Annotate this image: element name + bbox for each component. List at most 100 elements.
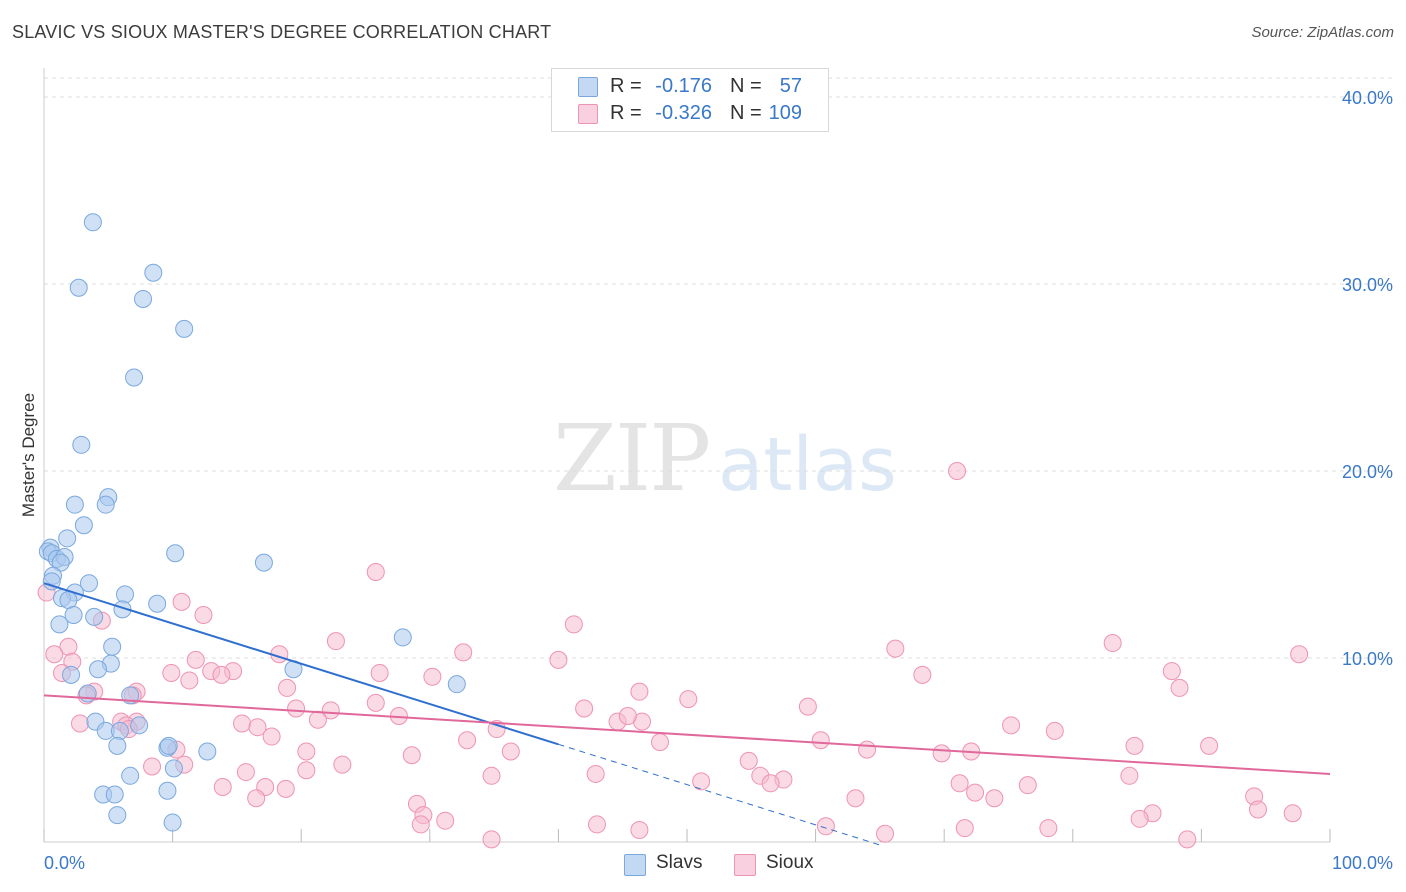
legend-n-label: N =: [730, 75, 762, 97]
sioux-point: [650, 733, 669, 752]
sioux-point: [162, 663, 181, 682]
sioux-point: [816, 817, 835, 836]
chart-title: SLAVIC VS SIOUX MASTER'S DEGREE CORRELAT…: [12, 22, 552, 42]
sioux-point: [233, 714, 252, 733]
slavs-swatch: [578, 77, 598, 97]
y-axis-label: Master's Degree: [19, 393, 38, 517]
legend-n-label: N =: [730, 102, 762, 124]
sioux-point: [71, 714, 90, 733]
sioux-point: [1290, 645, 1309, 664]
slavs-point: [89, 660, 108, 679]
slavs-point: [113, 600, 132, 619]
sioux-point: [1103, 634, 1122, 653]
sioux-point: [564, 615, 583, 634]
sioux-point: [402, 746, 421, 765]
sioux-point: [297, 742, 316, 761]
sioux-point: [172, 592, 191, 611]
slavs-point: [58, 529, 77, 548]
sioux-point: [411, 815, 430, 834]
sioux-point: [858, 740, 877, 759]
sioux-point: [1200, 736, 1219, 755]
slavs-point: [85, 607, 104, 626]
sioux-point: [679, 690, 698, 709]
sioux-point: [501, 742, 520, 761]
sioux-point: [1283, 804, 1302, 823]
slavs-point: [125, 368, 144, 387]
sioux-point: [366, 562, 385, 581]
sioux-point: [248, 718, 267, 737]
slavs-point: [158, 781, 177, 800]
slavs-point: [103, 637, 122, 656]
slavs-point: [148, 594, 167, 613]
slavs-point: [50, 615, 69, 634]
sioux-point: [586, 764, 605, 783]
sioux-point: [423, 667, 442, 686]
legend-r-label: R =: [610, 75, 642, 97]
slavs-point: [166, 544, 185, 563]
slavs-point: [80, 574, 99, 593]
y-tick-label: 40.0%: [1342, 88, 1393, 108]
slavs-point: [447, 675, 466, 694]
slavs-point: [65, 495, 84, 514]
sioux-point: [1120, 766, 1139, 785]
sioux-point: [630, 682, 649, 701]
sioux-point: [366, 693, 385, 712]
sioux-point: [761, 774, 780, 793]
slavs-point: [105, 785, 124, 804]
y-tick-label: 30.0%: [1342, 275, 1393, 295]
slavs-point: [62, 665, 81, 684]
sioux-point: [932, 744, 951, 763]
sioux-point: [326, 632, 345, 651]
slavs-point: [108, 736, 127, 755]
slavs-point: [198, 742, 217, 761]
sioux-point: [308, 710, 327, 729]
sioux-point: [1178, 830, 1197, 849]
sioux-point: [436, 811, 455, 830]
sioux-point: [798, 697, 817, 716]
legend-r-label: R =: [610, 102, 642, 124]
legend-n-value: 57: [779, 75, 802, 97]
sioux-point: [549, 650, 568, 669]
sioux-point: [886, 639, 905, 658]
slavs-point: [116, 585, 135, 604]
slavs-trend-line: [43, 582, 559, 746]
sioux-point: [370, 663, 389, 682]
sioux-point: [482, 830, 501, 849]
sioux-point: [333, 755, 352, 774]
sioux-point: [236, 763, 255, 782]
sioux-point: [262, 727, 281, 746]
sioux-point: [630, 821, 649, 840]
sioux-point: [1002, 716, 1021, 735]
slavs-point: [159, 736, 178, 755]
sioux-point: [143, 757, 162, 776]
sioux-point: [194, 605, 213, 624]
legend-r-value: -0.176: [655, 75, 712, 97]
sioux-point: [618, 706, 637, 725]
source-label: Source: ZipAtlas.com: [1251, 24, 1394, 41]
sioux-point: [846, 789, 865, 808]
sioux-point: [1018, 776, 1037, 795]
sioux-point: [1248, 800, 1267, 819]
sioux-point: [458, 731, 477, 750]
sioux-point: [575, 699, 594, 718]
sioux-point: [212, 665, 231, 684]
sioux-point: [487, 720, 506, 739]
sioux-legend-label: Sioux: [766, 852, 814, 873]
slavs-point: [130, 716, 149, 735]
slavs-point: [83, 213, 102, 232]
sioux-point: [811, 731, 830, 750]
slavs-point: [164, 759, 183, 778]
sioux-point: [948, 462, 967, 480]
slavs-point: [121, 766, 140, 785]
watermark-zip: ZIP: [553, 405, 711, 512]
slavs-point: [134, 289, 153, 308]
sioux-point: [297, 761, 316, 780]
sioux-point: [180, 671, 199, 690]
slavs-point: [144, 263, 163, 282]
legend-row-slavs: R = -0.176 N = 57: [552, 73, 828, 99]
stats-legend: R = -0.176 N = 57 R = -0.326 N = 109: [551, 68, 829, 132]
slavs-legend-label: Slavs: [656, 852, 703, 873]
sioux-point: [1170, 678, 1189, 697]
sioux-point: [247, 789, 266, 808]
